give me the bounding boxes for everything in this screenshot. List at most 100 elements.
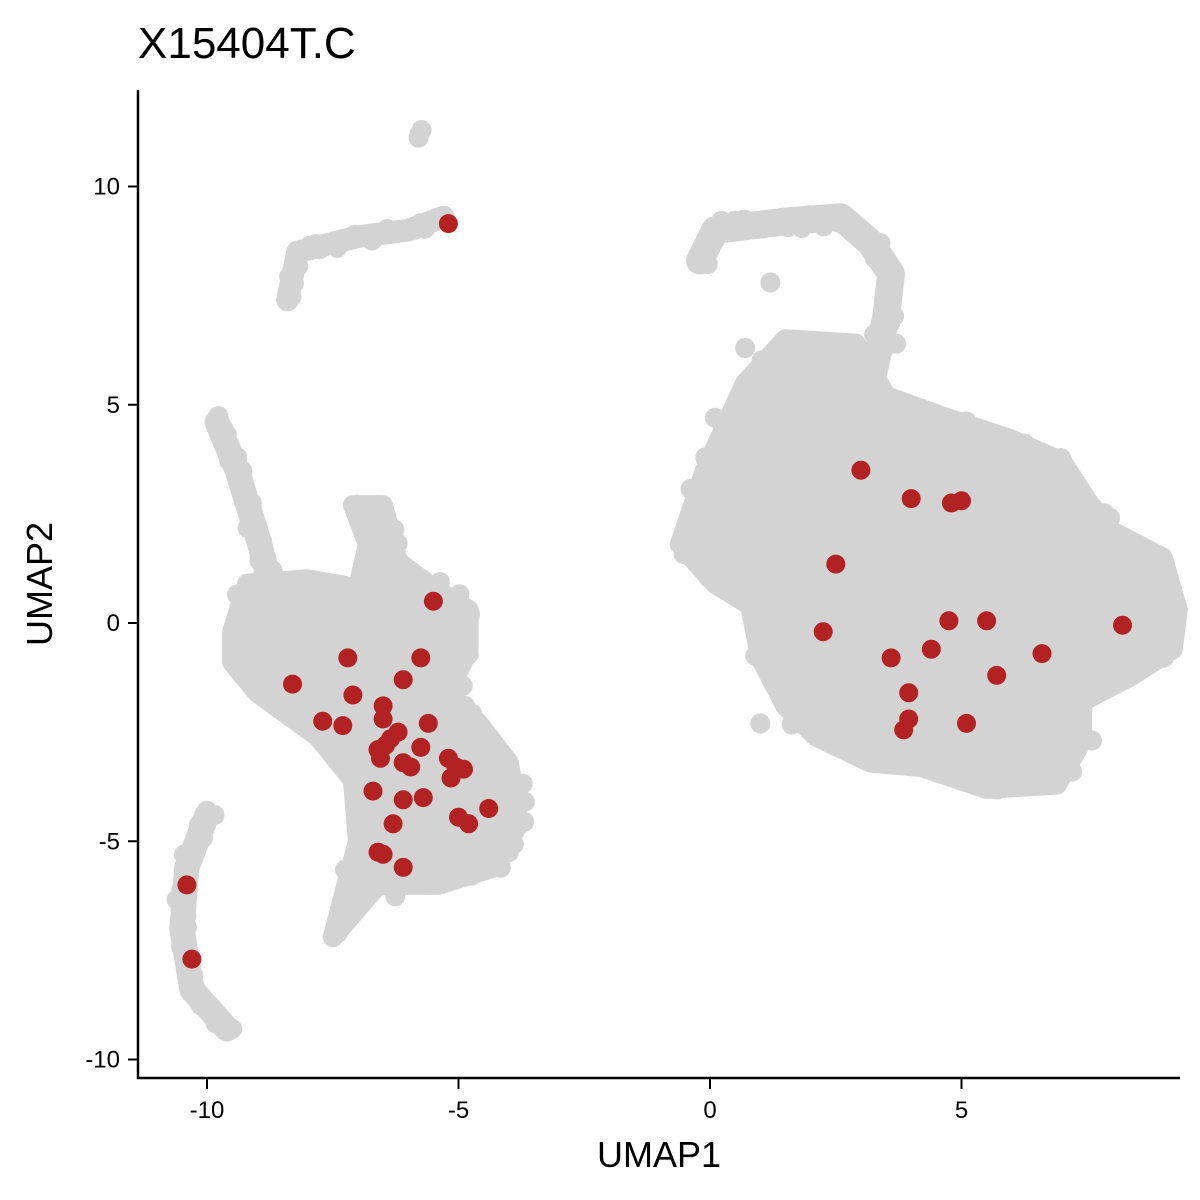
background-cell bbox=[781, 714, 802, 735]
highlighted-cell bbox=[459, 814, 479, 834]
background-cell bbox=[514, 791, 535, 812]
background-cell bbox=[385, 886, 406, 907]
background-cell bbox=[365, 795, 386, 816]
background-cell bbox=[1160, 614, 1181, 635]
background-cell bbox=[705, 407, 725, 428]
background-cell bbox=[414, 218, 435, 239]
chart-title: X15404T.C bbox=[138, 19, 356, 68]
background-cell bbox=[987, 779, 1008, 800]
highlighted-cell bbox=[333, 716, 353, 736]
y-axis-title: UMAP2 bbox=[19, 522, 60, 646]
background-cell bbox=[694, 248, 714, 269]
background-cell bbox=[277, 290, 298, 310]
highlighted-cell bbox=[373, 709, 393, 729]
background-cell bbox=[825, 336, 846, 356]
background-cell bbox=[750, 613, 771, 633]
background-cell bbox=[760, 272, 781, 293]
highlighted-cell bbox=[813, 622, 833, 642]
background-cell bbox=[815, 390, 836, 411]
highlighted-cell bbox=[411, 648, 431, 668]
background-cell bbox=[503, 834, 524, 854]
background-cell bbox=[824, 724, 845, 744]
background-cell bbox=[458, 644, 479, 665]
background-cell bbox=[368, 495, 388, 516]
background-cell bbox=[706, 447, 727, 467]
highlighted-cell bbox=[1032, 644, 1052, 664]
background-cell bbox=[422, 670, 443, 691]
background-cell bbox=[896, 744, 917, 764]
background-cell bbox=[347, 494, 368, 515]
background-cell bbox=[222, 1018, 243, 1039]
background-cell bbox=[870, 752, 891, 773]
background-cell bbox=[170, 919, 191, 940]
highlighted-cell bbox=[363, 781, 383, 801]
background-cell bbox=[740, 586, 761, 607]
background-cell bbox=[281, 571, 302, 592]
background-cell bbox=[715, 575, 736, 596]
background-cell bbox=[365, 810, 386, 831]
background-cell bbox=[488, 822, 508, 843]
background-cell bbox=[512, 773, 533, 794]
highlighted-cell bbox=[977, 611, 997, 631]
background-cell bbox=[956, 411, 977, 432]
background-cell bbox=[1137, 643, 1158, 664]
background-cell bbox=[351, 822, 372, 843]
background-cell bbox=[514, 811, 535, 832]
background-cell bbox=[747, 373, 768, 393]
highlighted-cell bbox=[371, 748, 390, 768]
x-tick-label: 0 bbox=[703, 1097, 716, 1124]
background-cell bbox=[486, 782, 507, 803]
highlighted-cell bbox=[423, 591, 443, 611]
y-tick-label: 10 bbox=[93, 174, 120, 201]
background-cell bbox=[1047, 738, 1068, 759]
background-cell bbox=[751, 350, 772, 371]
background-cell bbox=[911, 621, 932, 642]
background-cell bbox=[166, 889, 187, 910]
background-cell bbox=[275, 702, 296, 723]
highlighted-cell bbox=[826, 554, 846, 574]
highlighted-cell bbox=[987, 665, 1007, 685]
background-cell bbox=[288, 256, 309, 276]
background-cell bbox=[467, 738, 488, 759]
background-cell bbox=[1027, 538, 1047, 559]
highlighted-cell bbox=[373, 844, 393, 864]
y-tick-label: 5 bbox=[107, 392, 120, 419]
highlighted-cell bbox=[939, 611, 959, 631]
background-cell bbox=[490, 857, 511, 878]
background-cell bbox=[197, 800, 217, 821]
background-cell bbox=[488, 762, 509, 783]
highlighted-cell bbox=[177, 875, 197, 895]
highlighted-cells-layer bbox=[177, 214, 1132, 969]
background-cell bbox=[297, 634, 318, 655]
background-cell bbox=[1094, 503, 1115, 524]
highlighted-cell bbox=[393, 670, 413, 690]
background-cell bbox=[680, 478, 701, 499]
background-cells-layer bbox=[166, 120, 1188, 1042]
highlighted-cell bbox=[343, 685, 363, 705]
background-cell bbox=[327, 582, 348, 602]
highlighted-cell bbox=[411, 737, 431, 757]
background-cell bbox=[1067, 489, 1088, 510]
background-cell bbox=[325, 230, 346, 251]
background-cell bbox=[205, 1013, 226, 1033]
background-cell bbox=[462, 703, 483, 724]
highlighted-cell bbox=[894, 720, 914, 740]
background-cell bbox=[735, 338, 756, 358]
highlighted-cell bbox=[952, 491, 971, 511]
x-tick-label: 5 bbox=[955, 1097, 968, 1124]
background-cell bbox=[1030, 764, 1050, 784]
background-cell bbox=[388, 221, 409, 242]
background-cell bbox=[461, 865, 482, 886]
background-cell bbox=[379, 561, 400, 582]
background-cell bbox=[327, 922, 348, 943]
background-cell bbox=[434, 700, 455, 721]
background-cell bbox=[252, 530, 272, 551]
background-cell bbox=[798, 205, 819, 226]
background-cell bbox=[901, 429, 922, 450]
highlighted-cell bbox=[479, 799, 499, 818]
highlighted-cell bbox=[283, 674, 302, 694]
background-cell bbox=[397, 565, 418, 586]
y-tick-label: 0 bbox=[107, 610, 120, 637]
highlighted-cell bbox=[921, 639, 941, 659]
highlighted-cell bbox=[393, 790, 413, 810]
